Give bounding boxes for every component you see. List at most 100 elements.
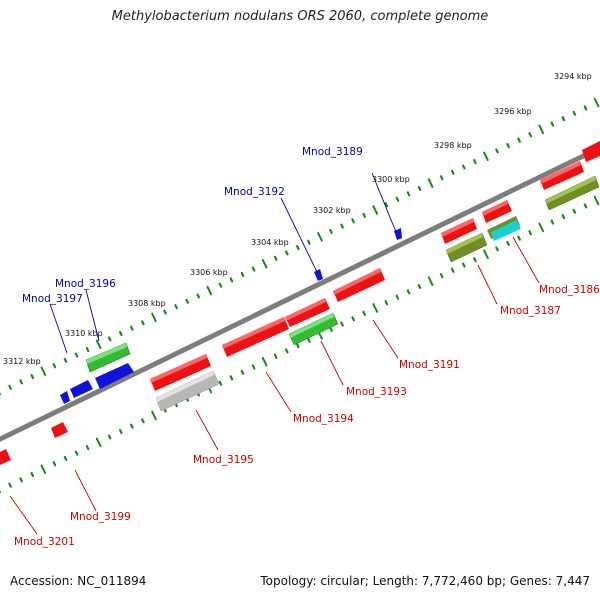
inner-tick-21 [218,380,223,386]
outer-tick-11 [107,336,112,342]
gene-olive-top-right[interactable] [544,175,600,211]
kbp-label-3310: 3310 kbp [65,329,103,338]
gene-mnod-3191[interactable] [333,268,385,302]
inner-tick-28 [296,343,300,349]
inner-tick-54 [583,203,588,209]
gene-labels-bottom: Mnod_3186 Mnod_3187 Mnod_3191 Mnod_3193 … [14,284,600,548]
outer-tick-48 [517,137,521,143]
gene-mnod-3186[interactable] [482,200,521,241]
outer-tick-43 [462,164,466,170]
inner-tick-52 [561,214,566,220]
kbp-label-3304: 3304 kbp [251,238,289,247]
outer-tick-54 [583,105,588,111]
kbp-label-3300: 3300 kbp [372,175,410,184]
inner-tick-13 [130,423,134,429]
inner-tick-33 [351,316,355,322]
outer-tick-23 [240,271,245,277]
outer-tick-41 [439,175,444,181]
label-mnod-3186: Mnod_3186 [539,284,600,296]
outer-tick-55 [593,97,600,108]
gene-mnod-3192[interactable] [314,269,323,281]
outer-tick-3 [19,379,23,385]
gene-mnod-3199[interactable] [51,422,68,438]
outer-tick-14 [141,320,145,326]
inner-tick-29 [307,337,311,343]
outer-tick-31 [329,228,333,234]
outer-tick-44 [473,159,477,165]
inner-tick-10 [95,437,102,448]
inner-tick-42 [450,267,455,273]
label-mnod-3194: Mnod_3194 [293,413,354,425]
inner-tick-2 [8,482,12,488]
outer-tick-36 [384,202,389,208]
gene-mnod-3187[interactable] [441,218,488,263]
gene-labels-top: Mnod_3189 Mnod_3192 Mnod_3196 Mnod_3197 [22,146,363,305]
gene-mnod-3201[interactable] [0,449,11,465]
kbp-label-3294: 3294 kbp [554,72,592,81]
scale-labels: 3294 kbp 3296 kbp 3298 kbp 3300 kbp 3302… [3,72,592,366]
genome-backbone [0,145,600,442]
inner-tick-7 [63,455,68,461]
outer-tick-33 [351,218,355,224]
outer-tick-24 [251,266,256,272]
outer-tick-39 [417,186,422,191]
gene-mnod-3197[interactable] [60,363,134,404]
inner-tick-9 [85,445,90,451]
inner-tick-49 [528,230,533,236]
outer-tick-13 [130,325,134,331]
gene-mnod-3196[interactable] [85,342,131,373]
inner-tick-45 [483,249,489,259]
gene-features [0,141,600,465]
inner-tick-39 [417,284,422,289]
inner-tick-15 [151,410,157,421]
inner-tick-41 [439,273,444,279]
outer-tick-45 [483,151,489,161]
inner-tick-46 [495,246,499,252]
inner-tick-12 [118,429,123,435]
outer-tick-9 [85,347,90,353]
outer-tick-46 [495,148,499,154]
inner-tick-3 [19,477,23,483]
inner-tick-50 [538,222,545,233]
outer-tick-16 [163,309,167,315]
outer-tick-37 [395,196,400,202]
genome-summary-text: Topology: circular; Length: 7,772,460 bp… [260,574,590,588]
kbp-label-3302: 3302 kbp [313,206,351,215]
label-mnod-3197: Mnod_3197 [22,293,83,305]
label-mnod-3196: Mnod_3196 [55,278,116,290]
outer-tick-20 [206,285,213,296]
kbp-label-3308: 3308 kbp [128,299,166,308]
outer-tick-18 [185,298,189,304]
gene-mnod-3194[interactable] [222,317,289,357]
label-mnod-3191: Mnod_3191 [399,359,460,371]
outer-tick-6 [52,363,57,369]
outer-tick-12 [118,331,123,337]
outer-tick-5 [40,366,47,376]
outer-tick-15 [151,312,157,323]
inner-tick-24 [251,364,256,370]
gene-mnod-3195[interactable] [150,354,220,412]
label-mnod-3195: Mnod_3195 [193,454,254,466]
inner-tick-5 [40,464,47,474]
label-mnod-3192: Mnod_3192 [224,186,285,198]
outer-tick-51 [550,121,555,127]
inner-tick-43 [462,262,466,268]
outer-tick-8 [74,352,79,358]
gene-red-top-right[interactable] [540,141,600,190]
outer-tick-track [0,97,600,396]
outer-tick-19 [196,293,200,299]
inner-tick-25 [261,356,268,367]
outer-tick-2 [8,384,12,390]
outer-tick-25 [261,258,268,269]
callout-lines [9,172,540,535]
inner-tick-31 [329,326,333,332]
outer-tick-35 [372,205,379,215]
outer-tick-52 [561,116,566,122]
outer-tick-26 [273,255,278,261]
outer-tick-28 [296,245,300,251]
gene-mnod-3193[interactable] [285,298,339,346]
inner-tick-53 [572,208,577,214]
outer-tick-27 [285,250,289,256]
kbp-label-3298: 3298 kbp [434,141,472,150]
